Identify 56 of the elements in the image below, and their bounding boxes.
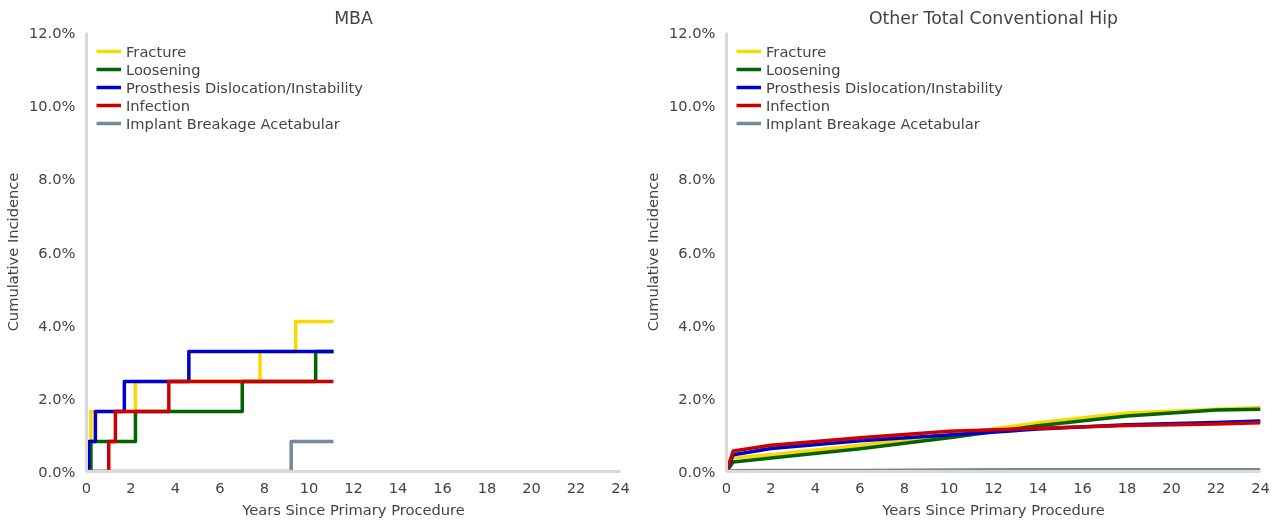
x-tick-label: 24 xyxy=(611,478,630,496)
y-tick-label: 12.0% xyxy=(668,24,716,41)
x-tick-label: 20 xyxy=(1162,478,1181,496)
y-tick-label: 0.0% xyxy=(678,463,716,480)
x-axis-title: Years Since Primary Procedure xyxy=(881,500,1105,518)
x-tick-label: 10 xyxy=(299,478,319,496)
x-tick-label: 24 xyxy=(1251,478,1270,496)
x-tick-label: 16 xyxy=(433,478,452,496)
y-tick-label: 10.0% xyxy=(668,97,716,115)
x-tick-label: 2 xyxy=(126,478,136,496)
y-tick-label: 6.0% xyxy=(678,243,716,261)
x-tick-label: 20 xyxy=(522,478,541,496)
x-tick-label: 18 xyxy=(1117,478,1137,496)
y-tick-label: 0.0% xyxy=(38,463,76,480)
y-tick-label: 10.0% xyxy=(28,97,76,115)
chart-title: Other Total Conventional Hip xyxy=(868,7,1119,28)
legend-label: Implant Breakage Acetabular xyxy=(766,114,980,132)
legend-label: Fracture xyxy=(766,42,827,60)
x-tick-label: 10 xyxy=(939,478,959,496)
x-tick-label: 2 xyxy=(766,478,776,496)
x-tick-label: 18 xyxy=(477,478,497,496)
x-tick-label: 0 xyxy=(81,478,92,496)
x-tick-label: 16 xyxy=(1073,478,1092,496)
x-tick-label: 14 xyxy=(1028,478,1048,496)
legend-label: Loosening xyxy=(766,60,841,78)
x-tick-label: 14 xyxy=(388,478,408,496)
y-tick-label: 2.0% xyxy=(678,389,716,407)
legend-label: Fracture xyxy=(126,42,187,60)
y-tick-label: 8.0% xyxy=(678,170,716,188)
x-tick-label: 6 xyxy=(215,478,225,496)
x-tick-label: 8 xyxy=(899,478,910,496)
legend-label: Loosening xyxy=(126,60,201,78)
y-axis-title: Cumulative Incidence xyxy=(643,172,661,332)
x-tick-label: 0 xyxy=(721,478,732,496)
legend-label: Prosthesis Dislocation/Instability xyxy=(766,78,1003,96)
legend-label: Infection xyxy=(766,96,830,114)
y-tick-label: 4.0% xyxy=(678,316,716,334)
x-tick-label: 22 xyxy=(566,478,586,496)
x-tick-label: 12 xyxy=(984,478,1003,496)
x-tick-label: 6 xyxy=(855,478,865,496)
x-tick-label: 4 xyxy=(170,478,181,496)
x-tick-label: 22 xyxy=(1206,478,1226,496)
x-tick-label: 12 xyxy=(344,478,363,496)
x-axis-title: Years Since Primary Procedure xyxy=(241,500,465,518)
x-tick-label: 4 xyxy=(810,478,821,496)
x-tick-label: 8 xyxy=(259,478,270,496)
legend-label: Prosthesis Dislocation/Instability xyxy=(126,78,363,96)
y-tick-label: 6.0% xyxy=(38,243,76,261)
y-tick-label: 4.0% xyxy=(38,316,76,334)
y-tick-label: 8.0% xyxy=(38,170,76,188)
legend-label: Infection xyxy=(126,96,190,114)
y-tick-label: 2.0% xyxy=(38,389,76,407)
chart-title: MBA xyxy=(334,7,373,28)
legend-label: Implant Breakage Acetabular xyxy=(126,114,340,132)
y-axis-title: Cumulative Incidence xyxy=(3,172,21,332)
y-tick-label: 12.0% xyxy=(28,24,76,41)
